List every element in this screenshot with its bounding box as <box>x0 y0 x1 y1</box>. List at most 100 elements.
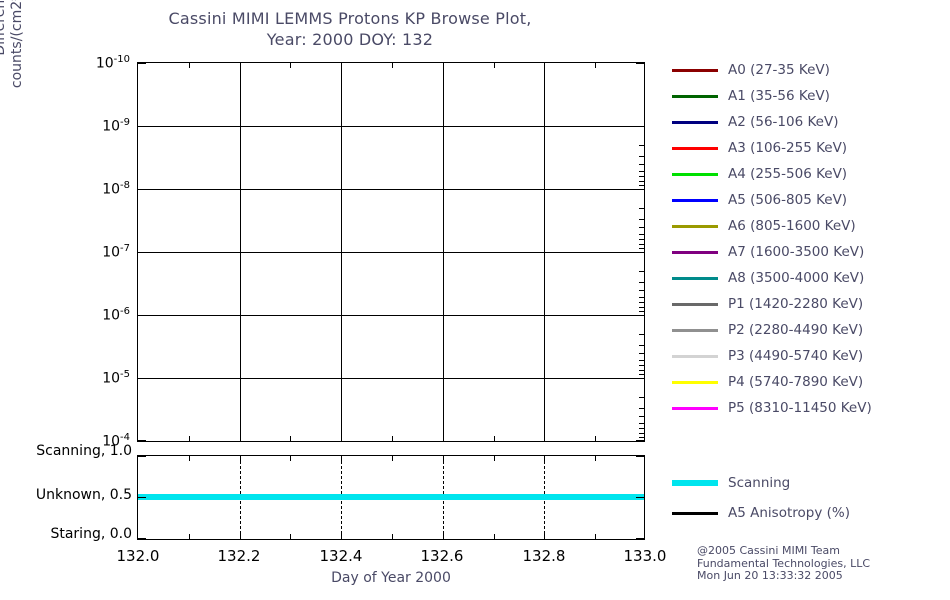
tick-minor <box>639 271 644 272</box>
legend-swatch-p2 <box>672 328 718 332</box>
tick-minor <box>639 244 644 245</box>
y-tick-label-5: 10-5 <box>102 369 130 387</box>
tick-minor <box>639 311 644 312</box>
x-tick-label-3: 132.6 <box>420 547 464 565</box>
legend-swatch-a6 <box>672 224 718 228</box>
tick-major <box>341 63 343 71</box>
tick-major <box>636 456 644 457</box>
tick-minor <box>290 534 292 539</box>
tick-minor <box>639 176 644 177</box>
legend-swatch-a7 <box>672 250 718 254</box>
tick-major <box>636 440 644 441</box>
tick-minor <box>290 456 292 461</box>
gridline-horizontal <box>138 252 644 253</box>
legend-swatch-a5-anisotropy <box>672 511 718 515</box>
legend-label-a2: A2 (56-106 KeV) <box>728 114 839 130</box>
tick-major <box>442 63 444 71</box>
legend-swatch-p5 <box>672 406 718 410</box>
y-tick-label-6: 10-4 <box>102 432 130 450</box>
legend-item[interactable]: P3 (4490-5740 KeV) <box>672 343 942 369</box>
y-tick-label-2: 10-8 <box>102 180 130 198</box>
tick-major <box>138 378 146 379</box>
tick-minor <box>639 365 644 366</box>
tick-major <box>636 538 644 539</box>
tick-major <box>544 531 546 539</box>
tick-minor <box>639 433 644 434</box>
legend-item[interactable]: A3 (106-255 KeV) <box>672 135 942 161</box>
legend-label-scanning: Scanning <box>728 475 791 491</box>
legend-label-a7: A7 (1600-3500 KeV) <box>728 244 865 260</box>
tick-minor <box>595 436 597 441</box>
legend-item[interactable]: A7 (1600-3500 KeV) <box>672 239 942 265</box>
legend-swatch-p1 <box>672 302 718 306</box>
tick-minor <box>639 374 644 375</box>
tick-minor <box>595 456 597 461</box>
gridline-horizontal <box>138 189 644 190</box>
legend-item[interactable]: A5 Anisotropy (%) <box>672 498 942 528</box>
tick-minor <box>639 234 644 235</box>
tick-major <box>138 189 146 190</box>
tick-major <box>138 126 146 127</box>
tick-minor <box>493 534 495 539</box>
legend-item[interactable]: Scanning <box>672 468 942 498</box>
legend-swatch-a0 <box>672 68 718 72</box>
tick-minor <box>493 63 495 68</box>
x-tick-label-4: 132.8 <box>522 547 566 565</box>
tick-major <box>138 456 146 457</box>
legend-swatch-scanning <box>672 480 718 486</box>
tick-minor <box>639 334 644 335</box>
tick-minor <box>493 436 495 441</box>
tick-minor <box>639 428 644 429</box>
legend-item[interactable]: P4 (5740-7890 KeV) <box>672 369 942 395</box>
tick-major <box>544 63 546 71</box>
legend-item[interactable]: A1 (35-56 KeV) <box>672 83 942 109</box>
legend-label-p5: P5 (8310-11450 KeV) <box>728 400 872 416</box>
tick-major <box>636 497 644 498</box>
tick-minor <box>639 181 644 182</box>
tick-major <box>138 63 146 64</box>
tick-major <box>138 538 146 539</box>
tick-minor <box>639 416 644 417</box>
legend-swatch-a4 <box>672 172 718 176</box>
tick-major <box>544 433 546 441</box>
tick-minor <box>639 145 644 146</box>
legend-label-a4: A4 (255-506 KeV) <box>728 166 848 182</box>
x-tick-label-0: 132.0 <box>116 547 160 565</box>
y-tick-label-0: 10-10 <box>95 54 130 72</box>
tick-major <box>341 531 343 539</box>
tick-minor <box>188 534 190 539</box>
legend-item[interactable]: A2 (56-106 KeV) <box>672 109 942 135</box>
legend-swatch-a1 <box>672 94 718 98</box>
legend-swatch-a2 <box>672 120 718 124</box>
tick-major <box>239 531 241 539</box>
subpanel-y-label-scanning: Scanning, 1.0 <box>36 443 132 459</box>
legend-label-a8: A8 (3500-4000 KeV) <box>728 270 865 286</box>
tick-major <box>544 456 546 464</box>
tick-major <box>636 252 644 253</box>
tick-minor <box>639 156 644 157</box>
legend-item[interactable]: A6 (805-1600 KeV) <box>672 213 942 239</box>
tick-minor <box>392 63 393 68</box>
tick-major <box>138 497 146 498</box>
legend-item[interactable]: A8 (3500-4000 KeV) <box>672 265 942 291</box>
legend-label-a1: A1 (35-56 KeV) <box>728 88 830 104</box>
tick-major <box>341 456 343 464</box>
tick-major <box>341 433 343 441</box>
tick-major <box>636 189 644 190</box>
tick-minor <box>639 423 644 424</box>
legend-item[interactable]: P2 (2280-4490 KeV) <box>672 317 942 343</box>
tick-major <box>239 433 241 441</box>
legend-item[interactable]: A4 (255-506 KeV) <box>672 161 942 187</box>
tick-major <box>636 126 644 127</box>
legend-item[interactable]: P5 (8310-11450 KeV) <box>672 395 942 421</box>
tick-major <box>239 456 241 464</box>
legend-item[interactable]: A0 (27-35 KeV) <box>672 57 942 83</box>
tick-minor <box>392 534 393 539</box>
legend-item[interactable]: P1 (1420-2280 KeV) <box>672 291 942 317</box>
tick-minor <box>188 436 190 441</box>
tick-minor <box>639 302 644 303</box>
tick-minor <box>392 456 393 461</box>
legend-item[interactable]: A5 (506-805 KeV) <box>672 187 942 213</box>
tick-minor <box>639 227 644 228</box>
